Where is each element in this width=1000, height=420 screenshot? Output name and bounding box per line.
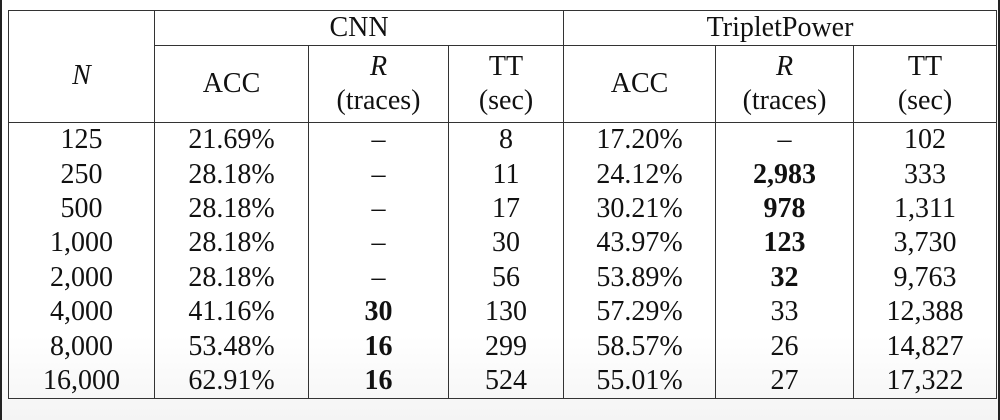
cell-n: 4,000 xyxy=(8,294,155,330)
cell-cnn-tt: 8 xyxy=(447,122,565,158)
table-row: 1,000 28.18% – 30 43.97% 123 3,730 xyxy=(8,226,998,261)
cell-cnn-tt: 11 xyxy=(447,157,565,192)
cell-tp-acc: 53.89% xyxy=(563,260,717,295)
cell-n: 500 xyxy=(8,191,155,227)
cell-tp-acc: 58.57% xyxy=(563,329,717,364)
header-tp-r-label: R xyxy=(775,51,794,82)
cell-cnn-acc: 28.18% xyxy=(154,157,309,192)
header-cnn-r-label: R xyxy=(369,51,388,82)
cell-cnn-tt: 130 xyxy=(447,294,565,330)
cell-cnn-tt: 30 xyxy=(447,226,565,261)
cell-cnn-r: – xyxy=(308,226,449,261)
cell-cnn-acc: 21.69% xyxy=(154,122,309,158)
table-row: 8,000 53.48% 16 299 58.57% 26 14,827 xyxy=(8,329,998,364)
cell-tp-r: 2,983 xyxy=(715,157,855,192)
header-cnn-r: R (traces) xyxy=(308,45,449,123)
cell-cnn-acc: 28.18% xyxy=(154,226,309,261)
header-group-tripletpower: TripletPower xyxy=(563,10,998,46)
cell-cnn-r: – xyxy=(308,157,449,192)
cell-cnn-r: – xyxy=(308,122,449,158)
header-tp-r: R (traces) xyxy=(715,45,855,123)
cell-tp-tt: 1,311 xyxy=(853,191,998,227)
cell-tp-r: 978 xyxy=(715,191,855,227)
table-row: 4,000 41.16% 30 130 57.29% 33 12,388 xyxy=(8,294,998,330)
cell-cnn-acc: 62.91% xyxy=(154,363,309,400)
cell-cnn-tt: 56 xyxy=(447,260,565,295)
header-tp-tt-label: TT xyxy=(907,51,943,82)
cell-tp-acc: 55.01% xyxy=(563,363,717,400)
header-cnn-r-unit: (traces) xyxy=(336,85,421,116)
header-cnn-acc: ACC xyxy=(154,45,309,123)
cell-tp-tt: 9,763 xyxy=(853,260,998,295)
cell-cnn-acc: 41.16% xyxy=(154,294,309,330)
cell-n: 2,000 xyxy=(8,260,155,295)
cell-cnn-r: 30 xyxy=(308,294,449,330)
cell-cnn-acc: 28.18% xyxy=(154,260,309,295)
cell-tp-r: 33 xyxy=(715,294,855,330)
cell-cnn-tt: 524 xyxy=(447,363,565,400)
cell-tp-r: 26 xyxy=(715,329,855,364)
cell-cnn-r: – xyxy=(308,191,449,227)
table-row: 250 28.18% – 11 24.12% 2,983 333 xyxy=(8,157,998,192)
cell-cnn-tt: 17 xyxy=(447,191,565,227)
cell-tp-r: 123 xyxy=(715,226,855,261)
cell-tp-tt: 102 xyxy=(853,122,998,158)
table-row: 500 28.18% – 17 30.21% 978 1,311 xyxy=(8,191,998,227)
header-cnn-tt-label: TT xyxy=(488,51,524,82)
cell-tp-tt: 12,388 xyxy=(853,294,998,330)
cell-tp-acc: 17.20% xyxy=(563,122,717,158)
cell-tp-tt: 3,730 xyxy=(853,226,998,261)
cell-cnn-acc: 28.18% xyxy=(154,191,309,227)
table-row: 2,000 28.18% – 56 53.89% 32 9,763 xyxy=(8,260,998,295)
cell-cnn-acc: 53.48% xyxy=(154,329,309,364)
header-cnn-tt: TT (sec) xyxy=(447,45,565,123)
results-table: N CNN TripletPower ACC R (traces) TT (se… xyxy=(8,10,998,400)
table-row: 125 21.69% – 8 17.20% – 102 xyxy=(8,122,998,158)
cell-tp-acc: 43.97% xyxy=(563,226,717,261)
cell-n: 1,000 xyxy=(8,226,155,261)
cell-tp-tt: 17,322 xyxy=(853,363,998,400)
cell-tp-acc: 57.29% xyxy=(563,294,717,330)
cell-tp-r: 27 xyxy=(715,363,855,400)
header-cnn-tt-unit: (sec) xyxy=(478,85,534,116)
cell-n: 125 xyxy=(8,122,155,158)
header-tp-tt-unit: (sec) xyxy=(897,85,953,116)
header-cnn-acc-label: ACC xyxy=(202,68,261,99)
cell-cnn-r: 16 xyxy=(308,363,449,400)
table-row: 16,000 62.91% 16 524 55.01% 27 17,322 xyxy=(8,363,998,400)
cell-tp-tt: 333 xyxy=(853,157,998,192)
cell-n: 16,000 xyxy=(8,363,155,400)
header-tp-acc: ACC xyxy=(563,45,717,123)
cell-tp-tt: 14,827 xyxy=(853,329,998,364)
cell-tp-acc: 30.21% xyxy=(563,191,717,227)
cell-n: 8,000 xyxy=(8,329,155,364)
header-n: N xyxy=(8,10,155,123)
cell-tp-r: – xyxy=(715,122,855,158)
header-tp-acc-label: ACC xyxy=(610,68,669,99)
cell-cnn-tt: 299 xyxy=(447,329,565,364)
cell-tp-acc: 24.12% xyxy=(563,157,717,192)
cell-tp-r: 32 xyxy=(715,260,855,295)
header-group-cnn: CNN xyxy=(153,10,565,46)
header-tp-r-unit: (traces) xyxy=(742,85,827,116)
cell-n: 250 xyxy=(8,157,155,192)
cell-cnn-r: – xyxy=(308,260,449,295)
header-tp-tt: TT (sec) xyxy=(853,45,998,123)
cell-cnn-r: 16 xyxy=(308,329,449,364)
